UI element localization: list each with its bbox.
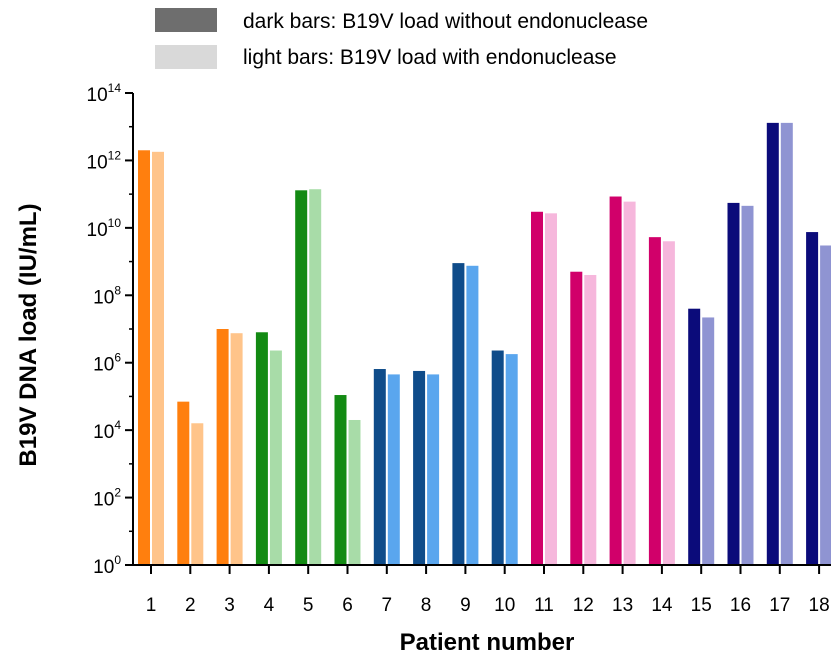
bar-light-patient-5: [309, 189, 322, 565]
x-tick-label-4: 4: [264, 595, 275, 616]
bar-light-patient-2: [191, 423, 204, 565]
bar-light-patient-10: [505, 354, 518, 565]
bar-dark-patient-13: [609, 196, 622, 565]
bar-light-patient-18: [820, 245, 831, 565]
bar-light-patient-12: [584, 274, 597, 565]
legend-swatch-dark: [155, 8, 217, 32]
x-tick-label-16: 16: [730, 595, 751, 616]
y-axis-label: B19V DNA load (IU/mL): [15, 203, 42, 466]
bar-dark-patient-17: [766, 122, 779, 565]
x-tick-label-18: 18: [809, 595, 830, 616]
y-tick-label: 106: [93, 351, 121, 376]
x-tick-label-8: 8: [421, 595, 432, 616]
bar-light-patient-13: [623, 201, 636, 566]
bar-light-patient-14: [662, 241, 675, 565]
bar-dark-patient-10: [491, 350, 504, 565]
x-tick-label-10: 10: [494, 595, 515, 616]
bar-light-patient-1: [152, 151, 164, 565]
bar-dark-patient-7: [373, 369, 386, 565]
legend-label-light: light bars: B19V load with endonuclease: [243, 46, 617, 69]
x-tick-label-9: 9: [460, 595, 471, 616]
x-tick-label-14: 14: [651, 595, 673, 616]
x-tick-label-17: 17: [769, 595, 790, 616]
x-tick-label-2: 2: [185, 595, 196, 616]
bar-dark-patient-5: [295, 190, 308, 566]
bar-light-patient-4: [269, 350, 282, 565]
legend-swatch-light: [155, 45, 217, 69]
bar-dark-patient-12: [570, 271, 583, 565]
x-tick-label-13: 13: [612, 595, 633, 616]
bar-dark-patient-3: [216, 329, 229, 565]
bar-light-patient-9: [466, 265, 479, 565]
x-tick-labels: 1 2 3 4 5 6 7 8 9 10 11 12 13 14 15 16 17 18: [146, 595, 830, 616]
bar-light-patient-11: [545, 213, 557, 565]
legend-label-dark: dark bars: B19V load without endonucleas…: [243, 10, 648, 33]
x-tick-label-11: 11: [534, 595, 554, 616]
y-tick-label: 102: [93, 486, 121, 511]
x-tick-label-3: 3: [224, 595, 235, 616]
legend: dark bars: B19V load without endonucleas…: [155, 8, 648, 69]
bar-dark-patient-11: [531, 211, 543, 565]
bar-light-patient-17: [780, 122, 793, 565]
y-tick-label: 108: [93, 283, 121, 308]
y-tick-label: 100: [93, 553, 121, 578]
y-tick-label: 1012: [87, 148, 122, 173]
x-tick-label-7: 7: [382, 595, 393, 616]
x-tick-label-6: 6: [342, 595, 353, 616]
axes: [125, 92, 831, 574]
bar-light-patient-15: [702, 317, 715, 565]
bars-group: [138, 122, 831, 566]
y-tick-label: 104: [93, 418, 121, 443]
bar-dark-patient-4: [255, 332, 268, 565]
y-tick-labels: 100 102 104 106 108 1010 1012 1014: [87, 81, 122, 578]
bar-light-patient-8: [427, 374, 440, 565]
y-tick-label: 1010: [87, 216, 122, 241]
x-tick-label-12: 12: [573, 595, 594, 616]
x-tick-label-1: 1: [146, 595, 157, 616]
bar-light-patient-16: [741, 205, 754, 566]
bar-dark-patient-18: [806, 232, 819, 565]
x-tick-label-5: 5: [303, 595, 314, 616]
bar-dark-patient-9: [452, 263, 465, 565]
bar-dark-patient-1: [138, 150, 150, 566]
bar-dark-patient-16: [727, 202, 740, 565]
bar-light-patient-6: [348, 419, 361, 565]
x-axis-label: Patient number: [400, 629, 575, 656]
x-tick-label-15: 15: [691, 595, 712, 616]
bar-dark-patient-14: [648, 237, 661, 565]
bar-dark-patient-2: [177, 401, 190, 565]
y-tick-label: 1014: [87, 81, 122, 106]
bar-dark-patient-6: [334, 395, 347, 565]
bar-dark-patient-8: [413, 370, 426, 565]
bar-light-patient-7: [387, 374, 400, 565]
bar-light-patient-3: [230, 333, 243, 565]
bar-dark-patient-15: [688, 308, 701, 565]
